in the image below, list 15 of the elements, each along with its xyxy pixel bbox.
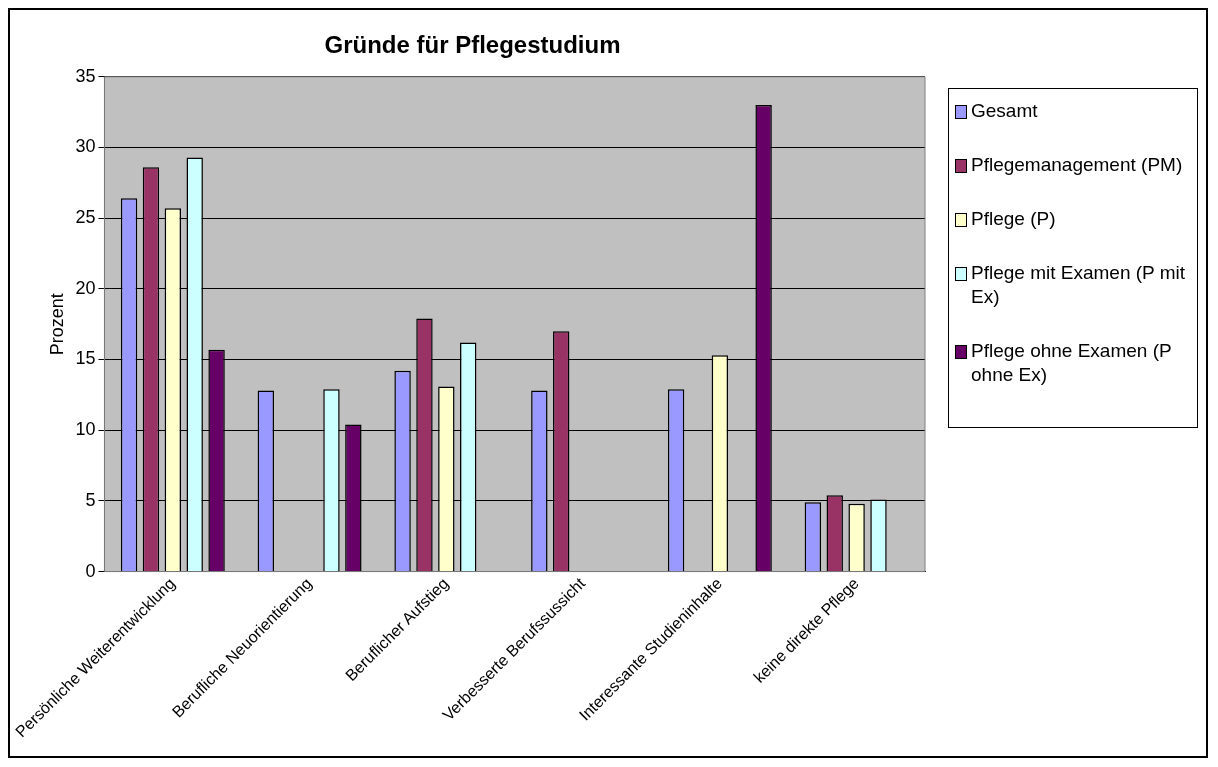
legend-label: Pflege ohne Examen (P ohne Ex) (971, 339, 1173, 387)
y-tick-label: 15 (75, 348, 96, 369)
chart-title: Gründe für Pflegestudium (324, 31, 621, 59)
y-tick-label: 5 (85, 489, 96, 510)
y-tick-label: 35 (75, 65, 96, 86)
y-tick-label: 10 (75, 419, 96, 440)
legend-label: Pflegemanagement (PM) (971, 153, 1183, 177)
y-tick-label: 20 (75, 277, 96, 298)
y-tick-label: 30 (75, 136, 96, 157)
legend-label: Pflege (P) (971, 207, 1056, 231)
y-tick-label: 0 (85, 560, 96, 581)
legend-label: Gesamt (971, 99, 1038, 123)
y-axis-title: Prozent (46, 293, 67, 356)
y-tick-label: 25 (75, 207, 96, 228)
legend-label: Pflege mit Examen (P mit Ex) (971, 261, 1186, 309)
